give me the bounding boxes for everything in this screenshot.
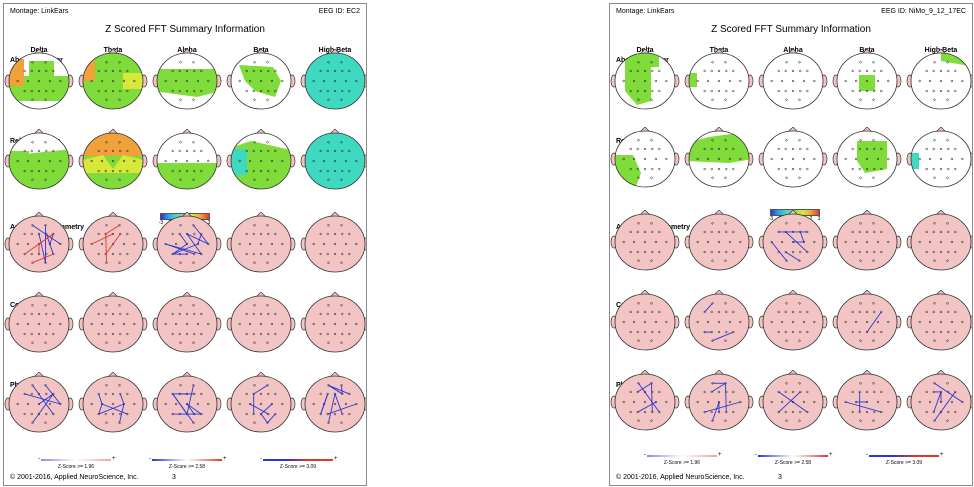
head-topomap [4,49,74,110]
head-topomap [226,129,296,190]
head-topomap [152,129,222,190]
head-topomap [758,127,828,188]
zscore-minus: - [149,456,151,462]
zscore-line [647,455,717,457]
head-topomap [226,372,296,433]
zscore-label: Z-Score >= 3.09 [279,464,317,470]
zscore-line [758,455,828,457]
zscore-line [263,459,333,461]
head-topomap [152,49,222,110]
page-title: Z Scored FFT Summary Information [105,24,265,35]
head-topomap [78,212,148,273]
head-topomap [4,129,74,190]
zscore-plus: + [718,452,722,458]
head-topomap [832,127,902,188]
montage-label: Montage: LinkEars [10,8,69,15]
head-topomap [78,292,148,353]
copyright-footer: © 2001-2016, Applied NeuroScience, Inc. [10,474,139,481]
eeg-id-label: EEG ID: EC2 [318,8,360,15]
zscore-minus: - [644,452,646,458]
zscore-minus: - [755,452,757,458]
zscore-minus: - [866,452,868,458]
head-topomap [906,49,972,110]
head-topomap [78,372,148,433]
color-scale-tick: 3 [207,220,211,226]
head-topomap [152,212,222,273]
color-scale-tick: -3 [768,216,774,222]
head-topomap [758,210,828,271]
head-topomap [4,372,74,433]
zscore-line [41,459,111,461]
page-title: Z Scored FFT Summary Information [711,24,871,35]
head-topomap [832,210,902,271]
zscore-plus: + [829,452,833,458]
color-scale-tick: 3 [817,216,821,222]
head-topomap [300,212,366,273]
zscore-plus: + [223,456,227,462]
head-topomap [684,127,754,188]
head-topomap [758,290,828,351]
summary-panel-right: Montage: LinkEars EEG ID: NiMo_9_12_17EC… [609,3,973,486]
zscore-label: Z-Score >= 2.58 [168,464,206,470]
zscore-line [869,455,939,457]
summary-panel-left: Montage: LinkEars EEG ID: EC2 Z Scored F… [3,3,367,486]
head-topomap [152,292,222,353]
color-scale-tick: 2 [809,216,813,222]
head-topomap [610,290,680,351]
head-topomap [78,49,148,110]
head-topomap [300,372,366,433]
head-topomap [906,290,972,351]
zscore-plus: + [334,456,338,462]
eeg-id-label: EEG ID: NiMo_9_12_17EC [881,8,966,15]
head-topomap [4,292,74,353]
head-topomap [906,210,972,271]
head-topomap [684,49,754,110]
head-topomap [300,49,366,110]
head-topomap [610,210,680,271]
head-topomap [300,129,366,190]
head-topomap [610,49,680,110]
copyright-footer: © 2001-2016, Applied NeuroScience, Inc. [616,474,745,481]
zscore-label: Z-Score >= 1.96 [663,460,701,466]
head-topomap [684,290,754,351]
head-topomap [4,212,74,273]
zscore-label: Z-Score >= 3.09 [885,460,923,466]
head-topomap [610,370,680,431]
page-number: 3 [172,474,176,481]
head-topomap [152,372,222,433]
head-topomap [832,370,902,431]
page-number: 3 [778,474,782,481]
head-topomap [226,212,296,273]
zscore-line [152,459,222,461]
zscore-label: Z-Score >= 2.58 [774,460,812,466]
head-topomap [684,370,754,431]
head-topomap [758,370,828,431]
head-topomap [906,127,972,188]
head-topomap [226,292,296,353]
zscore-minus: - [38,456,40,462]
head-topomap [758,49,828,110]
head-topomap [226,49,296,110]
zscore-plus: + [112,456,116,462]
montage-label: Montage: LinkEars [616,8,675,15]
head-topomap [684,210,754,271]
head-topomap [300,292,366,353]
head-topomap [832,290,902,351]
head-topomap [906,370,972,431]
head-topomap [832,49,902,110]
zscore-plus: + [940,452,944,458]
zscore-label: Z-Score >= 1.96 [57,464,95,470]
zscore-minus: - [260,456,262,462]
color-scale-tick: -3 [158,220,164,226]
head-topomap [78,129,148,190]
head-topomap [610,127,680,188]
